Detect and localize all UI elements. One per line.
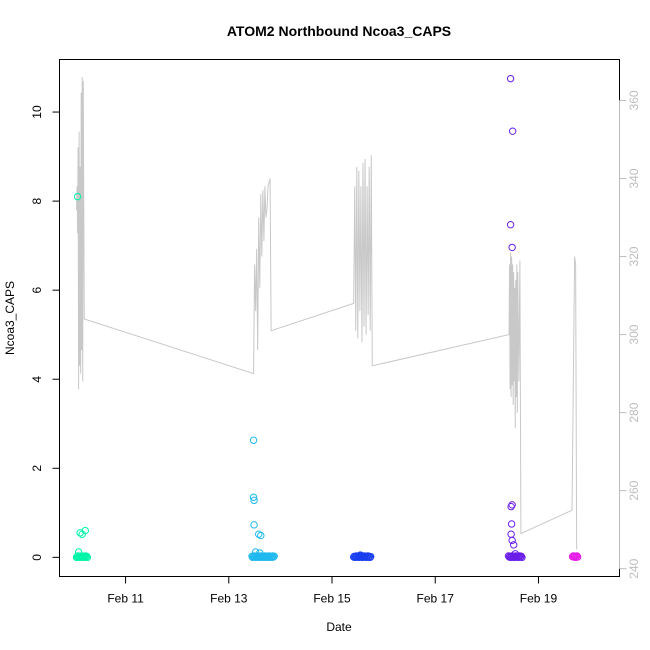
y2-tick-label: 300 — [627, 324, 641, 344]
data-point — [74, 548, 83, 556]
data-point — [251, 548, 260, 556]
data-point — [570, 552, 578, 560]
data-point — [506, 74, 515, 83]
data-point — [573, 553, 582, 561]
y-tick-label: 4 — [30, 376, 44, 383]
data-point — [508, 536, 516, 545]
series-line-right-axis — [76, 77, 578, 550]
y2-tick-label: 320 — [627, 246, 641, 266]
data-point — [249, 493, 258, 501]
y2-tick-label: 280 — [627, 402, 641, 422]
y-tick-label: 10 — [30, 105, 44, 119]
data-point — [508, 501, 516, 509]
point-series-group4 — [504, 74, 526, 562]
x-tick-label: Feb 11 — [107, 592, 144, 606]
point-series-group2 — [248, 436, 278, 562]
data-point — [250, 521, 258, 529]
data-point — [249, 436, 258, 444]
x-tick-label: Feb 19 — [520, 592, 558, 606]
y2-axis: 240 260 280 300 320 340 360 — [619, 90, 641, 579]
data-point — [366, 553, 374, 562]
y-tick-label: 2 — [30, 465, 44, 472]
data-point — [256, 549, 264, 557]
x-tick-label: Feb 17 — [417, 592, 455, 606]
data-point — [356, 551, 365, 559]
data-point — [518, 553, 526, 562]
y-tick-label: 0 — [30, 554, 44, 561]
x-axis-label: Date — [326, 620, 352, 634]
data-point — [81, 526, 90, 535]
data-point — [269, 553, 278, 561]
data-point — [73, 192, 82, 201]
plot-frame — [59, 59, 620, 577]
y2-tick-label: 360 — [627, 90, 641, 110]
y2-tick-label: 340 — [627, 168, 641, 188]
data-point — [270, 552, 278, 560]
data-point — [506, 221, 515, 229]
point-series-group1 — [72, 192, 92, 562]
data-point — [257, 531, 265, 540]
y-tick-label: 8 — [30, 197, 44, 204]
y-axis: 0 2 4 6 8 10 — [30, 105, 60, 561]
chart-title: ATOM2 Northbound Ncoa3_CAPS — [227, 23, 451, 39]
data-point — [82, 552, 91, 560]
x-tick-label: Feb 15 — [313, 592, 351, 606]
point-series-group5 — [568, 552, 582, 562]
data-point — [507, 520, 516, 528]
x-tick-label: Feb 13 — [210, 592, 248, 606]
y2-tick-label: 260 — [627, 480, 641, 500]
y-axis-label: Ncoa3_CAPS — [3, 281, 17, 355]
data-point — [517, 552, 525, 560]
plot-content — [72, 74, 582, 562]
data-point — [511, 550, 519, 558]
data-point — [367, 552, 375, 561]
point-series-group3 — [349, 551, 375, 562]
data-point — [509, 541, 518, 549]
data-point — [507, 530, 515, 538]
data-point — [250, 496, 258, 505]
data-point — [255, 530, 263, 538]
y-tick-label: 6 — [30, 287, 44, 294]
data-point — [83, 553, 92, 562]
data-point — [573, 552, 581, 560]
x-axis: Feb 11 Feb 13 Feb 15 Feb 17 Feb 19 — [107, 576, 558, 606]
data-point — [508, 127, 517, 135]
data-point — [507, 502, 515, 511]
y2-tick-label: 240 — [627, 558, 641, 578]
data-point — [508, 243, 516, 252]
